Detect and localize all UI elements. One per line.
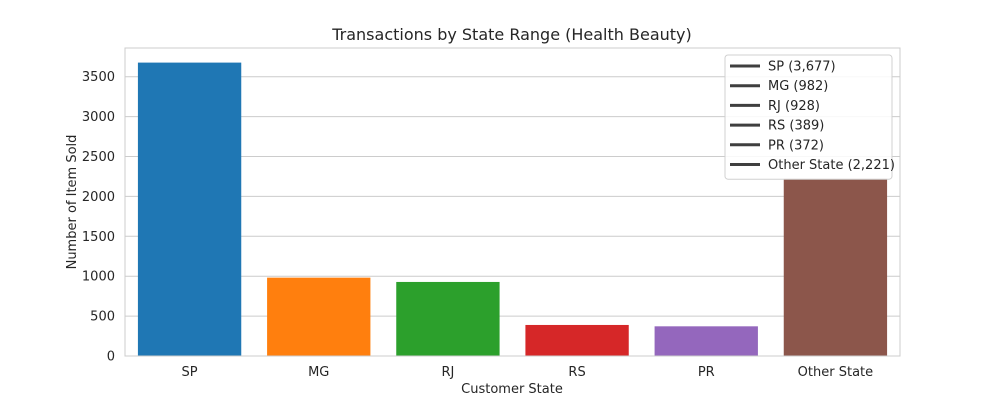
y-tick-label: 500 <box>90 310 115 325</box>
bars <box>137 62 888 356</box>
chart-title: Transactions by State Range (Health Beau… <box>331 25 692 44</box>
y-tick-label: 2500 <box>82 150 115 165</box>
y-tick-label: 0 <box>107 350 115 365</box>
legend-label: PR (372) <box>768 138 824 153</box>
legend: SP (3,677) MG (982) RJ (928) RS (389) PR (37… <box>724 54 895 180</box>
legend-label: Other State (2,221) <box>768 158 895 173</box>
y-axis-ticks: 0 500 1000 1500 2000 2500 3000 3500 <box>82 70 115 364</box>
y-tick-label: 1000 <box>82 270 115 285</box>
legend-label: MG (982) <box>768 79 828 94</box>
y-axis-label: Number of Item Sold <box>65 135 80 270</box>
y-tick-label: 1500 <box>82 230 115 245</box>
x-tick-label: Other State <box>798 365 873 380</box>
x-tick-label: PR <box>698 365 715 380</box>
x-tick-label: RS <box>568 365 585 380</box>
legend-box <box>724 54 893 180</box>
x-tick-label: MG <box>308 365 329 380</box>
plot-frame <box>124 47 901 357</box>
bar-mg <box>267 277 371 356</box>
bar-sp <box>137 62 242 356</box>
y-tick-label: 3500 <box>82 70 115 85</box>
x-axis-label: Customer State <box>461 382 563 397</box>
bar-other-state <box>783 178 888 356</box>
x-tick-label: SP <box>182 365 198 380</box>
bar-rs <box>525 324 629 356</box>
y-tick-label: 2000 <box>82 190 115 205</box>
bar-rj <box>396 281 500 356</box>
legend-label: RJ (928) <box>768 99 820 114</box>
y-tick-label: 3000 <box>82 110 115 125</box>
x-tick-label: RJ <box>441 365 454 380</box>
legend-label: RS (389) <box>768 119 824 134</box>
bar-pr <box>654 326 758 356</box>
x-axis-ticks: SP MG RJ RS PR Other State <box>182 365 874 380</box>
legend-label: SP (3,677) <box>768 60 836 75</box>
